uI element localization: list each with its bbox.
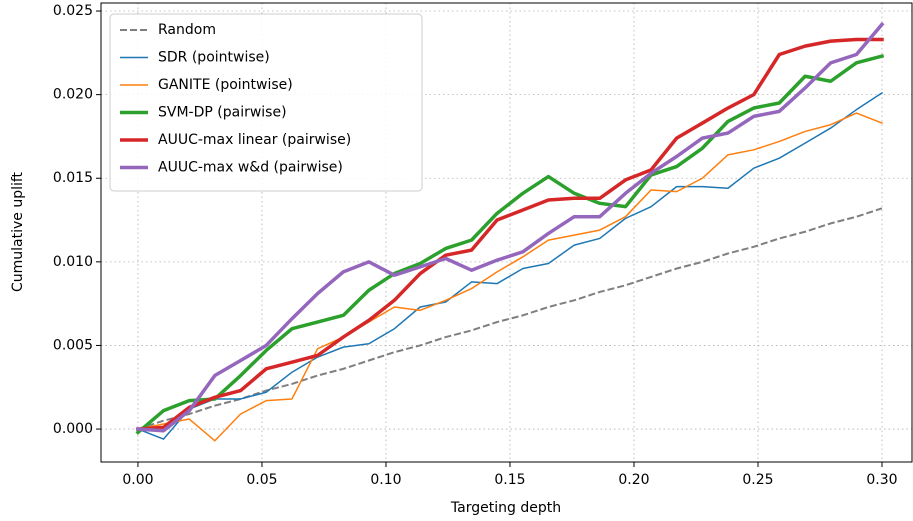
legend-label: SDR (pointwise) [158, 50, 270, 66]
legend-label: Random [158, 22, 216, 38]
series-line [136, 91, 884, 440]
x-axis-label: Targeting depth [450, 500, 561, 516]
y-tick-label: 0.000 [53, 421, 93, 437]
legend-label: SVM-DP (pairwise) [158, 105, 287, 121]
y-axis-label: Cumulative uplift [10, 171, 26, 292]
y-tick-label: 0.005 [53, 337, 93, 353]
y-tick-label: 0.010 [53, 254, 93, 270]
x-tick-label: 0.15 [494, 472, 525, 488]
x-tick-label: 0.10 [370, 472, 401, 488]
x-tick-label: 0.30 [866, 472, 897, 488]
legend: Random SDR (pointwise) GANITE (pointwise) S… [109, 13, 423, 192]
legend-label: AUUC-max w&d (pairwise) [158, 160, 343, 176]
legend-label: GANITE (pointwise) [158, 77, 293, 93]
legend-box [109, 13, 423, 192]
series-line [136, 37, 884, 431]
legend-label: AUUC-max linear (pairwise) [158, 132, 351, 148]
x-tick-label: 0.05 [246, 472, 277, 488]
series-line [136, 21, 885, 433]
x-tick-label: 0.00 [122, 472, 153, 488]
y-tick-label: 0.015 [53, 170, 93, 186]
series-line [137, 112, 883, 442]
series-line [135, 54, 885, 435]
y-tick-label: 0.025 [53, 3, 93, 19]
x-tick-label: 0.25 [742, 472, 773, 488]
x-tick-label: 0.20 [618, 472, 649, 488]
y-tick-label: 0.020 [53, 87, 93, 103]
plot-frame [100, 2, 913, 463]
